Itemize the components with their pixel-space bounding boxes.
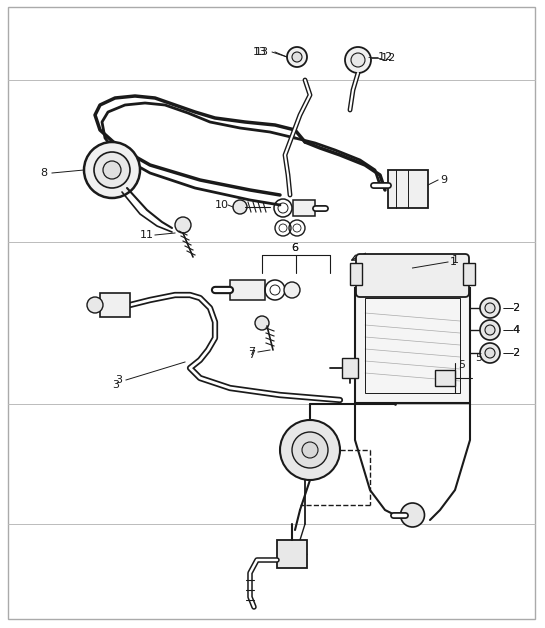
Bar [293,200,315,216]
Bar [350,263,362,285]
Text: 1: 1 [452,255,459,265]
Text: —12: —12 [367,52,392,62]
Text: 13: 13 [253,47,267,57]
Circle shape [284,282,300,298]
Bar [277,540,307,568]
Text: —2: —2 [502,348,520,358]
Circle shape [103,161,121,179]
Text: 10: 10 [215,200,229,210]
Bar [230,280,265,300]
Circle shape [280,420,340,480]
FancyBboxPatch shape [356,254,469,297]
Text: 7: 7 [248,347,255,357]
Text: —4: —4 [502,325,520,335]
Circle shape [302,442,318,458]
Bar [342,358,358,378]
Bar [435,370,455,386]
Text: 1: 1 [450,257,457,267]
Bar [100,293,130,317]
Text: 7: 7 [248,350,255,360]
Circle shape [292,52,302,62]
Circle shape [485,348,495,358]
Circle shape [401,503,425,527]
Text: 5: 5 [458,360,465,370]
Circle shape [175,217,191,233]
Circle shape [345,47,371,73]
Bar [463,263,475,285]
Circle shape [94,152,130,188]
Text: —12: —12 [370,53,395,63]
Circle shape [351,53,365,67]
Circle shape [292,432,328,468]
Text: 3: 3 [112,380,119,390]
Bar [355,288,470,403]
Text: 3: 3 [115,375,122,385]
Circle shape [87,297,103,313]
Circle shape [480,320,500,340]
Text: —2: —2 [502,303,520,313]
Bar [365,298,460,393]
Bar [388,170,428,208]
Text: 5: 5 [475,353,482,363]
Text: 6: 6 [292,243,299,253]
Circle shape [480,343,500,363]
Text: —2: —2 [502,303,520,313]
Circle shape [233,200,247,214]
Circle shape [255,316,269,330]
Text: 9: 9 [440,175,447,185]
Circle shape [485,303,495,313]
Circle shape [84,142,140,198]
Text: 11: 11 [140,230,154,240]
Text: —4: —4 [502,325,520,335]
Text: —2: —2 [502,348,520,358]
Circle shape [287,47,307,67]
Circle shape [485,325,495,335]
Text: 13: 13 [255,47,269,57]
Text: 6: 6 [292,243,299,253]
Circle shape [480,298,500,318]
Text: 8: 8 [40,168,47,178]
